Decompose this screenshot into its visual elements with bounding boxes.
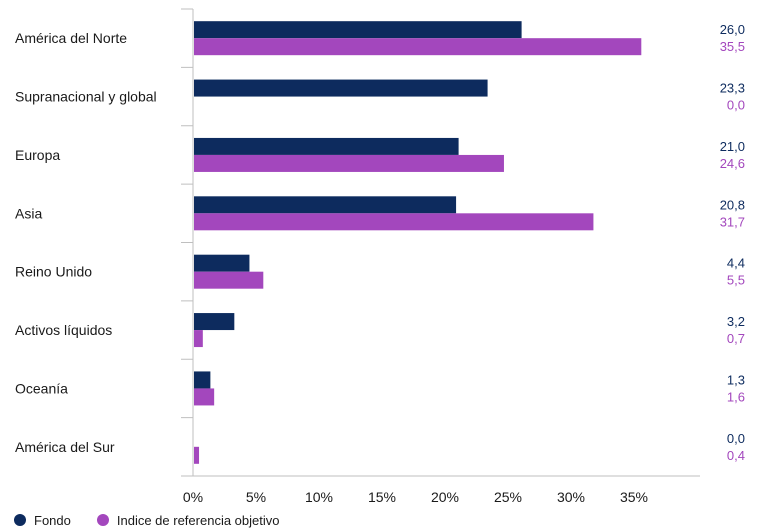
category-label: Europa xyxy=(15,147,60,163)
bar-fondo xyxy=(194,137,459,155)
bar-fondo xyxy=(194,196,457,214)
category-label: Reino Unido xyxy=(15,264,92,280)
bar-benchmark xyxy=(194,388,215,406)
data-label: 20,8 xyxy=(720,197,745,212)
x-tick-label: 10% xyxy=(305,489,333,505)
data-label: 0,0 xyxy=(727,98,745,113)
data-label: 21,0 xyxy=(720,139,745,154)
bar-benchmark xyxy=(194,446,200,464)
bar-benchmark xyxy=(194,38,642,56)
x-tick-label: 20% xyxy=(431,489,459,505)
data-label: 0,7 xyxy=(727,331,745,346)
x-tick-label: 0% xyxy=(183,489,203,505)
legend-swatch-fondo xyxy=(14,514,26,526)
bar-benchmark xyxy=(194,213,594,231)
category-label: Supranacional y global xyxy=(15,89,157,105)
bar-fondo xyxy=(194,371,211,389)
category-label: América del Sur xyxy=(15,439,115,455)
x-tick-label: 25% xyxy=(494,489,522,505)
data-label: 35,5 xyxy=(720,39,745,54)
data-label: 31,7 xyxy=(720,214,745,229)
legend-label-benchmark: Indice de referencia objetivo xyxy=(116,512,280,528)
data-label: 0,0 xyxy=(727,431,745,446)
bar-fondo xyxy=(194,254,250,272)
legend-item-benchmark: Indice de referencia objetivo xyxy=(96,512,280,528)
data-label: 24,6 xyxy=(720,156,745,171)
category-label: Oceanía xyxy=(15,380,68,396)
x-tick-label: 5% xyxy=(246,489,266,505)
category-label: Asia xyxy=(15,205,42,221)
legend-swatch-benchmark xyxy=(96,514,109,526)
bar-benchmark xyxy=(194,271,264,289)
data-label: 26,0 xyxy=(720,22,745,37)
category-label: Activos líquidos xyxy=(15,322,112,338)
data-label: 4,4 xyxy=(727,256,745,271)
bar-fondo xyxy=(194,79,488,97)
x-tick-label: 15% xyxy=(368,489,396,505)
data-label: 0,4 xyxy=(727,448,745,463)
legend-label-fondo: Fondo xyxy=(34,512,71,528)
x-tick-label: 30% xyxy=(557,489,585,505)
data-label: 1,3 xyxy=(727,372,745,387)
data-label: 3,2 xyxy=(727,314,745,329)
data-label: 5,5 xyxy=(727,273,745,288)
bar-benchmark xyxy=(194,330,203,348)
bar-fondo xyxy=(194,313,235,331)
bar-benchmark xyxy=(194,154,504,172)
x-tick-label: 35% xyxy=(620,489,648,505)
legend-item-fondo: Fondo xyxy=(14,513,71,528)
category-label: América del Norte xyxy=(15,30,127,46)
legend: Fondo Indice de referencia objetivo xyxy=(14,510,305,530)
data-label: 23,3 xyxy=(720,81,745,96)
bar-fondo xyxy=(194,21,522,39)
data-label: 1,6 xyxy=(727,389,745,404)
